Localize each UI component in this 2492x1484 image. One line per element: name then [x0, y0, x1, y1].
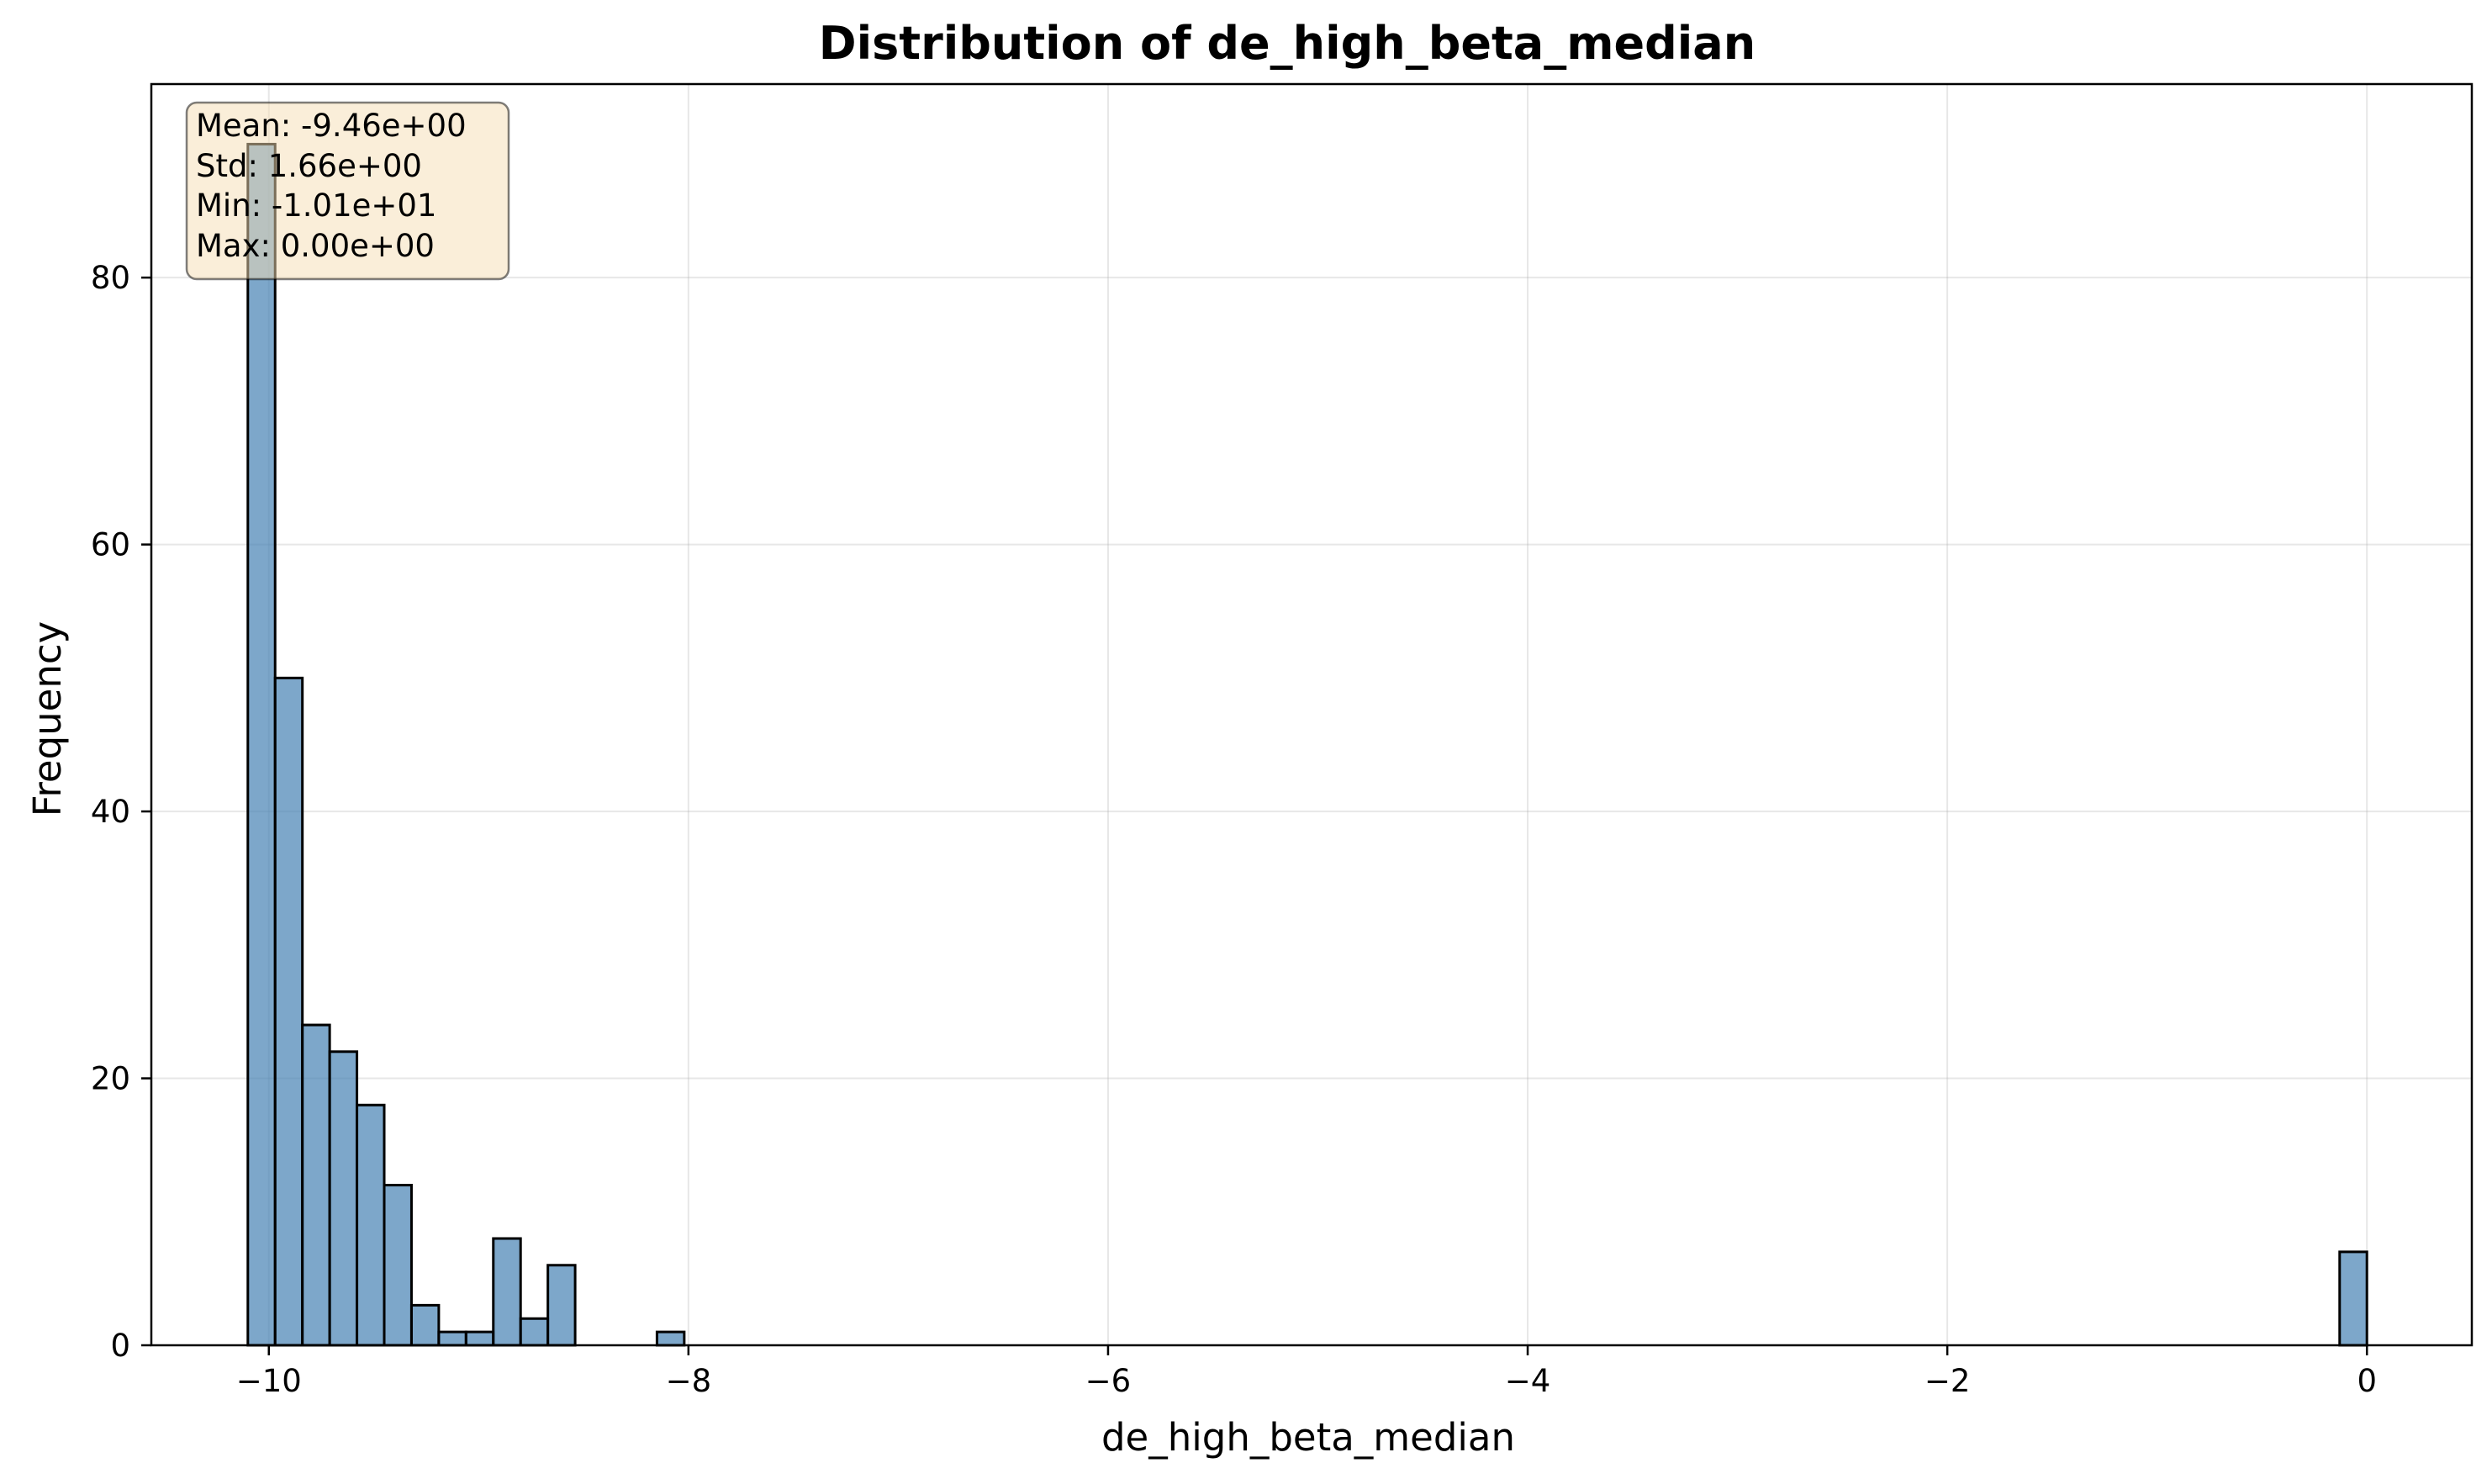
y-tick-label: 60 [91, 527, 130, 563]
stats-box-background [185, 101, 510, 281]
x-tick-label: −8 [666, 1363, 712, 1399]
y-tick-label: 80 [91, 260, 130, 296]
histogram-bar [464, 1330, 495, 1347]
stats-mean: Mean: -9.46e+00 [196, 108, 467, 144]
histogram-bar [301, 1023, 331, 1347]
y-tick-label: 0 [110, 1328, 130, 1364]
stats-box: Mean: -9.46e+00 Std: 1.66e+00 Min: -1.01… [185, 101, 510, 281]
stats-std: Std: 1.66e+00 [196, 148, 422, 184]
x-axis-ticks: −10 −8 −6 −4 −2 0 [236, 1345, 2377, 1399]
y-tick-label: 20 [91, 1061, 130, 1097]
x-tick-label: −10 [236, 1363, 302, 1399]
histogram-bar [2338, 1250, 2368, 1347]
histogram-bar [273, 676, 304, 1347]
y-axis-label: Frequency [25, 621, 70, 816]
y-axis-ticks: 0 20 40 60 80 [91, 260, 151, 1364]
histogram-bar [246, 142, 277, 1347]
histogram-bar [655, 1330, 686, 1347]
chart-title: Distribution of de_high_beta_median [819, 17, 1755, 70]
stats-min: Min: -1.01e+01 [196, 187, 436, 224]
histogram-bar [437, 1330, 467, 1347]
histogram-bar [383, 1184, 413, 1347]
stats-max: Max: 0.00e+00 [196, 228, 435, 264]
x-tick-label: −4 [1505, 1363, 1551, 1399]
histogram-bar [546, 1264, 577, 1347]
histogram-bar [356, 1103, 386, 1347]
histogram-bar [328, 1050, 359, 1347]
histogram-bar [492, 1237, 522, 1347]
x-axis-label: de_high_beta_median [1101, 1415, 1515, 1460]
x-tick-label: −6 [1085, 1363, 1132, 1399]
x-tick-label: 0 [2357, 1363, 2377, 1399]
histogram-bar [409, 1303, 441, 1347]
plot-frame [150, 82, 2474, 1347]
histogram-bar [519, 1317, 550, 1347]
x-tick-label: −2 [1924, 1363, 1971, 1399]
histogram-bars [246, 142, 2368, 1347]
y-tick-label: 40 [91, 794, 130, 830]
